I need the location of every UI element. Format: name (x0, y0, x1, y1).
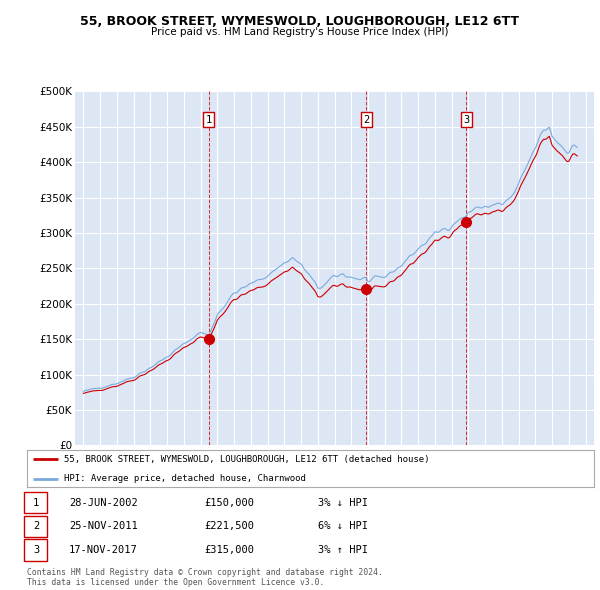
Text: 3% ↓ HPI: 3% ↓ HPI (318, 498, 368, 507)
Text: 3: 3 (463, 115, 470, 124)
Text: Contains HM Land Registry data © Crown copyright and database right 2024.
This d: Contains HM Land Registry data © Crown c… (27, 568, 383, 587)
Text: Price paid vs. HM Land Registry's House Price Index (HPI): Price paid vs. HM Land Registry's House … (151, 27, 449, 37)
Text: £315,000: £315,000 (204, 545, 254, 555)
Text: HPI: Average price, detached house, Charnwood: HPI: Average price, detached house, Char… (64, 474, 306, 483)
Text: 2: 2 (363, 115, 370, 124)
Text: 55, BROOK STREET, WYMESWOLD, LOUGHBOROUGH, LE12 6TT: 55, BROOK STREET, WYMESWOLD, LOUGHBOROUG… (80, 15, 520, 28)
Text: 17-NOV-2017: 17-NOV-2017 (69, 545, 138, 555)
Text: £150,000: £150,000 (204, 498, 254, 507)
Text: 2: 2 (33, 522, 39, 531)
Text: 3% ↑ HPI: 3% ↑ HPI (318, 545, 368, 555)
Text: 1: 1 (206, 115, 212, 124)
Text: 6% ↓ HPI: 6% ↓ HPI (318, 522, 368, 531)
Text: 28-JUN-2002: 28-JUN-2002 (69, 498, 138, 507)
Text: £221,500: £221,500 (204, 522, 254, 531)
Text: 1: 1 (33, 498, 39, 507)
Text: 55, BROOK STREET, WYMESWOLD, LOUGHBOROUGH, LE12 6TT (detached house): 55, BROOK STREET, WYMESWOLD, LOUGHBOROUG… (64, 455, 430, 464)
Text: 25-NOV-2011: 25-NOV-2011 (69, 522, 138, 531)
Text: 3: 3 (33, 545, 39, 555)
